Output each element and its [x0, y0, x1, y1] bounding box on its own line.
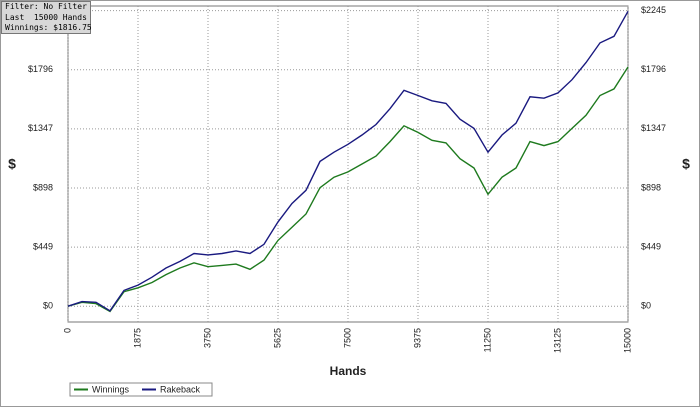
y-tick-label: $898 — [33, 182, 53, 192]
y-tick-label: $449 — [33, 241, 53, 251]
info-line: Last 15000 Hands — [5, 12, 87, 22]
x-tick-label: 13125 — [552, 328, 562, 353]
y-tick-label: $1347 — [28, 123, 53, 133]
info-line: Filter: No Filter — [5, 2, 87, 11]
x-tick-label: 15000 — [622, 328, 632, 353]
y2-tick-label: $0 — [641, 301, 651, 311]
y-tick-label: $0 — [43, 301, 53, 311]
y2-axis-label: $ — [682, 156, 690, 172]
legend-label: Winnings — [92, 384, 130, 394]
x-tick-label: 7500 — [342, 328, 352, 348]
info-box: Filter: No Filter Last 15000 Hands Winning… — [1, 1, 92, 34]
x-tick-label: 1875 — [132, 328, 142, 348]
x-axis-label: Hands — [330, 364, 367, 378]
y2-tick-label: $1347 — [641, 123, 666, 133]
x-tick-label: 11250 — [482, 328, 492, 352]
y2-tick-label: $1796 — [641, 64, 666, 74]
plot-area — [67, 5, 629, 323]
x-tick-label: 0 — [62, 328, 72, 333]
line-series — [67, 10, 629, 312]
y2-tick-label: $2245 — [641, 5, 666, 15]
y2-tick-label: $449 — [641, 241, 661, 251]
x-tick-label: 5625 — [272, 328, 282, 348]
x-tick-label: 9375 — [412, 328, 422, 348]
legend — [69, 382, 213, 397]
x-tick-label: 3750 — [202, 328, 212, 348]
y-tick-label: $1796 — [28, 64, 53, 74]
line-series — [67, 66, 629, 313]
legend-label: Rakeback — [160, 384, 201, 394]
y2-tick-label: $898 — [641, 182, 661, 192]
info-line: Winnings: $1816.75 — [5, 23, 92, 32]
y-axis-label: $ — [8, 156, 16, 172]
